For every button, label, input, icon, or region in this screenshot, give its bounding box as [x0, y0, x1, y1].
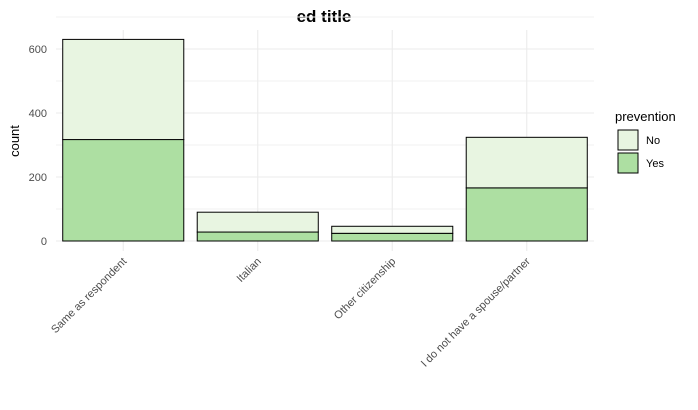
y-tick-label: 600 [29, 44, 47, 56]
y-axis-title: count [7, 125, 22, 157]
legend: prevention No Yes [615, 109, 676, 174]
bar-segment-yes [62, 139, 185, 242]
bar-segment-no [196, 211, 319, 233]
legend-label-yes: Yes [646, 158, 664, 170]
bar-segment-yes [465, 187, 588, 242]
bar-segment-no [331, 225, 454, 234]
legend-label-no: No [646, 135, 660, 147]
y-axis-ticks: 0 200 400 600 [29, 44, 47, 248]
y-tick-label: 0 [41, 236, 47, 248]
bar-segment-yes [196, 231, 319, 242]
bar-segment-yes [331, 232, 454, 242]
y-tick-label: 200 [29, 172, 47, 184]
legend-title: prevention [615, 109, 676, 124]
bar-segment-no [465, 136, 588, 189]
bars [62, 38, 588, 242]
legend-key-no [617, 129, 639, 151]
legend-key-yes [617, 152, 639, 174]
y-tick-label: 400 [29, 108, 47, 120]
bar-segment-no [62, 38, 185, 141]
